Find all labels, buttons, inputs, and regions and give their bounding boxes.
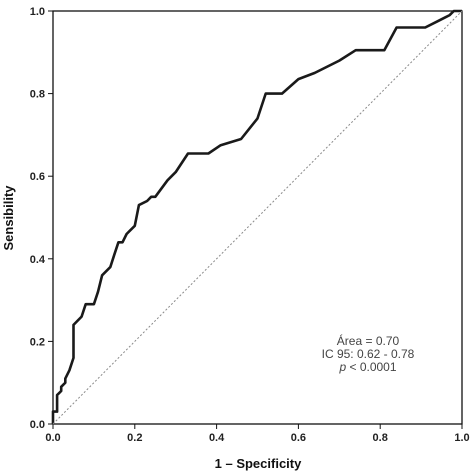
roc-curve-line bbox=[51, 9, 462, 424]
y-tick-label: 0.0 bbox=[30, 419, 45, 431]
y-tick-label: 1.0 bbox=[30, 6, 45, 18]
y-axis-title: Sensibility bbox=[1, 185, 16, 251]
x-axis-title: 1 – Specificity bbox=[215, 456, 302, 471]
x-tick-label: 0.8 bbox=[373, 432, 388, 444]
reference-diagonal-line bbox=[52, 10, 463, 425]
x-tick-label: 1.0 bbox=[454, 432, 469, 444]
annotation-ci: IC 95: 0.62 - 0.78 bbox=[322, 347, 415, 361]
y-tick-label: 0.4 bbox=[30, 254, 46, 266]
x-tick-label: 0.6 bbox=[291, 432, 306, 444]
annotation-pvalue-symbol: p bbox=[338, 360, 346, 374]
annotation-area: Área = 0.70 bbox=[337, 333, 400, 348]
x-tick-label: 0.0 bbox=[45, 432, 60, 444]
plot-frame bbox=[52, 10, 463, 425]
y-tick-label: 0.2 bbox=[30, 336, 45, 348]
x-tick-label: 0.2 bbox=[127, 432, 142, 444]
annotation-pvalue-text: < 0.0001 bbox=[346, 360, 397, 374]
y-tick-label: 0.8 bbox=[30, 89, 45, 101]
annotation-pvalue: p < 0.0001 bbox=[338, 360, 396, 374]
y-tick-label: 0.6 bbox=[30, 171, 45, 183]
x-tick-label: 0.4 bbox=[209, 432, 225, 444]
